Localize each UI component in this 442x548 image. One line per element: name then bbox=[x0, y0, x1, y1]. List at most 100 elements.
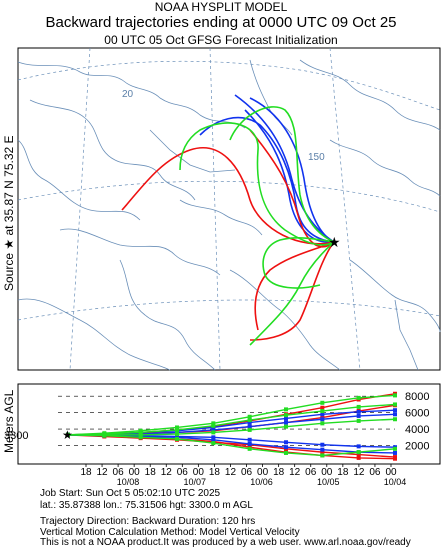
series-point bbox=[175, 436, 179, 441]
info-coords: lat.: 35.87388 lon.: 75.31506 hgt: 3300.… bbox=[40, 500, 253, 511]
chart-x-ticks: 18 12 06 00 18 12 06 00 18 12 06 00 18 12 06 00 18 12 06 00… bbox=[80, 464, 406, 487]
chart-series bbox=[66, 391, 397, 461]
series-point bbox=[211, 435, 216, 440]
series-point bbox=[356, 395, 361, 400]
series-point bbox=[320, 409, 325, 414]
series-point bbox=[356, 450, 361, 455]
series-point bbox=[393, 412, 397, 417]
height-chart: 8000 6000 4000 2000 18 12 06 00 18 12 06 00 18 12 06 0… bbox=[4, 383, 441, 487]
grid-label-20: 20 bbox=[122, 89, 134, 100]
series-point bbox=[247, 420, 252, 425]
x-hour-label: 00 bbox=[257, 467, 269, 478]
x-hour-label: 12 bbox=[289, 467, 301, 478]
series-point bbox=[175, 427, 179, 432]
series-point bbox=[320, 453, 325, 458]
series-point bbox=[320, 405, 325, 410]
series-point bbox=[247, 437, 252, 442]
x-hour-label: 00 bbox=[129, 467, 141, 478]
info-job-start: Job Start: Sun Oct 5 05:02:10 UTC 2025 bbox=[40, 488, 221, 499]
series-point bbox=[356, 413, 361, 418]
info-direction: Trajectory Direction: Backward Duration:… bbox=[40, 516, 256, 527]
x-hour-label: 18 bbox=[273, 467, 285, 478]
series-point bbox=[393, 450, 397, 455]
series-point bbox=[320, 442, 325, 447]
x-hour-label: 00 bbox=[193, 467, 205, 478]
series-point bbox=[211, 427, 216, 432]
series-point bbox=[211, 430, 216, 435]
series-point bbox=[356, 444, 361, 449]
series-line-green bbox=[67, 394, 396, 436]
x-hour-label: 12 bbox=[225, 467, 237, 478]
start-height-label: 3300 bbox=[4, 430, 28, 442]
series-point bbox=[284, 445, 288, 450]
map-graticule bbox=[17, 47, 441, 371]
series-point bbox=[175, 434, 179, 439]
series-point bbox=[356, 452, 361, 457]
series-line-green bbox=[67, 434, 396, 457]
series-point bbox=[320, 450, 325, 455]
chart-y-ticks: 8000 6000 4000 2000 bbox=[405, 391, 429, 452]
x-hour-label: 12 bbox=[96, 467, 108, 478]
header-init: 00 UTC 05 Oct GFSG Forecast Initializati… bbox=[104, 33, 338, 47]
x-hour-label: 12 bbox=[353, 467, 365, 478]
series-point bbox=[284, 450, 288, 455]
series-point bbox=[102, 432, 107, 437]
x-hour-label: 18 bbox=[209, 467, 221, 478]
coastlines bbox=[17, 59, 441, 371]
series-point bbox=[356, 404, 361, 409]
series-point bbox=[284, 420, 288, 425]
y-tick-label: 2000 bbox=[405, 441, 429, 453]
series-point bbox=[247, 446, 252, 451]
series-point bbox=[393, 455, 397, 460]
series-point bbox=[211, 441, 216, 446]
x-hour-label: 18 bbox=[337, 467, 349, 478]
series-point bbox=[284, 424, 288, 429]
map-frame bbox=[17, 47, 441, 371]
x-hour-label: 06 bbox=[369, 467, 381, 478]
x-hour-label: 18 bbox=[145, 467, 157, 478]
series-point bbox=[247, 427, 252, 432]
series-point bbox=[247, 424, 252, 429]
x-hour-label: 06 bbox=[177, 467, 189, 478]
series-point bbox=[138, 432, 143, 437]
info-disclaimer: This is not a NOAA product.It was produc… bbox=[40, 537, 411, 548]
x-hour-label: 12 bbox=[161, 467, 173, 478]
series-point bbox=[175, 432, 179, 437]
series-point bbox=[320, 421, 325, 426]
header-model-name: NOAA HYSPLIT MODEL bbox=[154, 0, 288, 14]
series-point bbox=[320, 412, 325, 417]
series-point bbox=[247, 441, 252, 446]
series-point bbox=[211, 421, 216, 426]
series-point bbox=[393, 408, 397, 413]
x-hour-label: 00 bbox=[385, 467, 397, 478]
source-star: ★ bbox=[328, 234, 341, 250]
series-point bbox=[175, 425, 179, 430]
series-point bbox=[247, 414, 252, 419]
series-point bbox=[284, 413, 288, 418]
series-line-green bbox=[68, 418, 396, 436]
series-point bbox=[393, 446, 397, 451]
y-tick-label: 8000 bbox=[405, 391, 429, 403]
x-hour-label: 18 bbox=[80, 467, 92, 478]
x-hour-label: 00 bbox=[321, 467, 333, 478]
series-point bbox=[138, 430, 143, 435]
x-date-label: 10/04 bbox=[384, 477, 407, 487]
series-point bbox=[393, 402, 397, 407]
series-point bbox=[320, 400, 325, 405]
header-title: Backward trajectories ending at 0000 UTC… bbox=[45, 14, 397, 31]
grid-label-150: 150 bbox=[308, 152, 325, 163]
trajectory-lines bbox=[121, 94, 335, 346]
series-point bbox=[284, 440, 288, 445]
y-tick-label: 4000 bbox=[405, 424, 429, 436]
series-point bbox=[320, 447, 325, 452]
x-date-label: 10/05 bbox=[317, 477, 340, 487]
series-point bbox=[284, 416, 288, 421]
series-point bbox=[356, 418, 361, 423]
series-point bbox=[356, 455, 361, 460]
series-point bbox=[356, 409, 361, 414]
series-point bbox=[211, 423, 216, 428]
series-point bbox=[284, 407, 288, 412]
series-point bbox=[138, 435, 143, 440]
series-point bbox=[211, 437, 216, 442]
